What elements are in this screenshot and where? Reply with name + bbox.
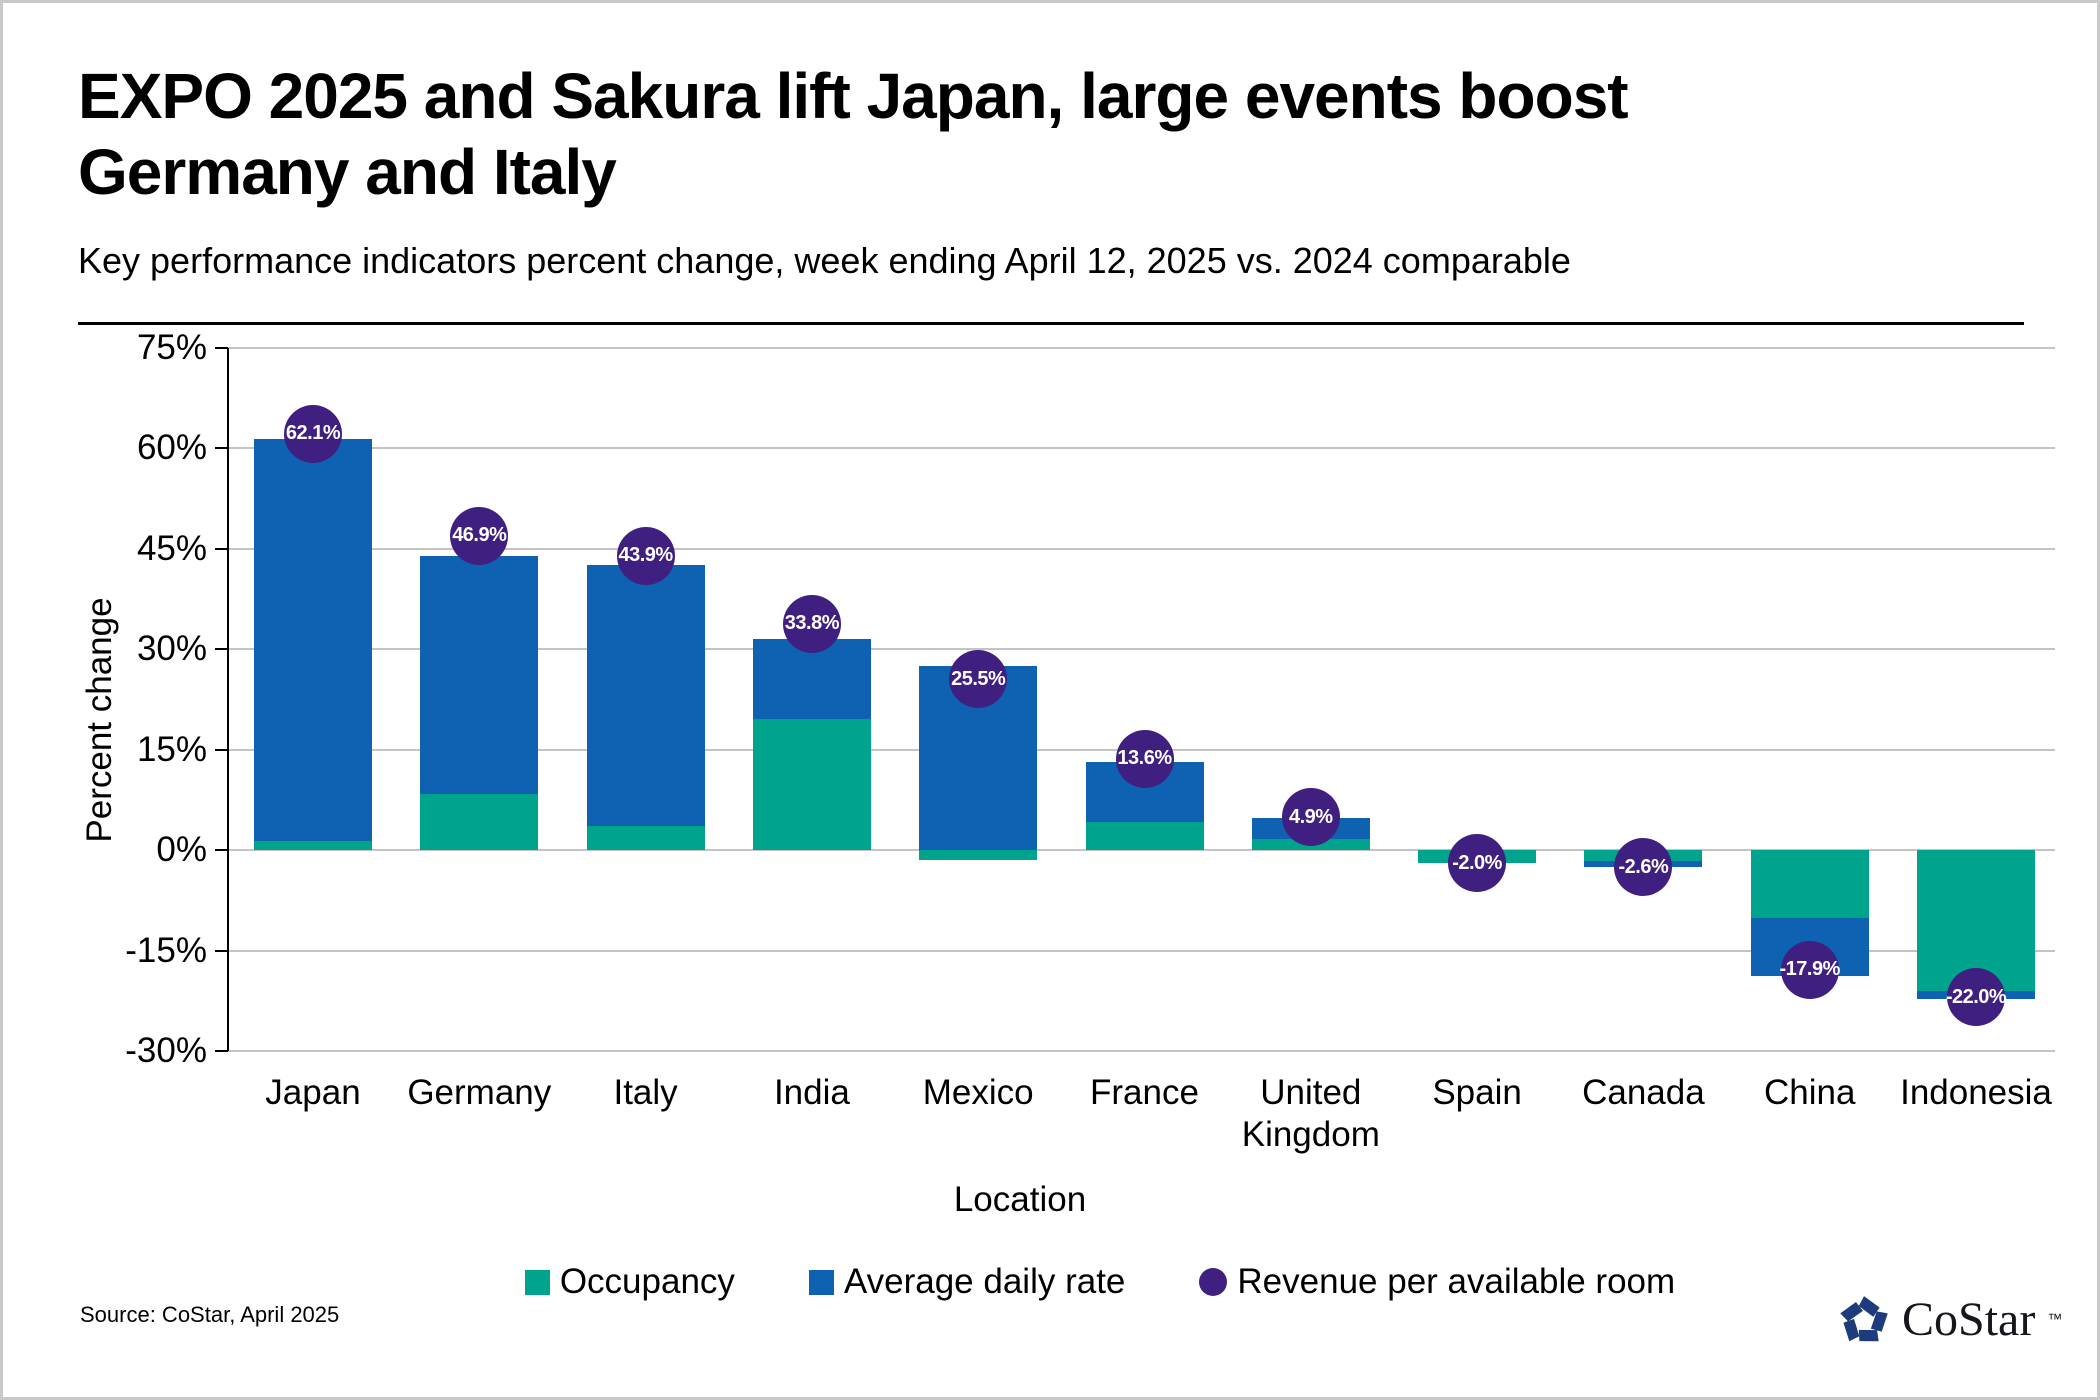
chart-subtitle: Key performance indicators percent chang… (78, 240, 1571, 281)
x-tick-label-india: India (773, 1073, 850, 1112)
page-title: EXPO 2025 and Sakura lift Japan, large e… (78, 58, 1978, 210)
gridline--15 (228, 949, 2055, 952)
chart-legend: Occupancy Average daily rate Revenue per… (0, 1262, 2100, 1302)
x-tick-label-spain: Spain (1432, 1073, 1522, 1112)
bar-segment-occupancy-mexico (919, 850, 1038, 861)
y-tick-label-0: 0% (156, 830, 207, 869)
gridline-45 (228, 547, 2055, 550)
y-tick-label-30: 30% (136, 629, 207, 668)
y-tickmark-45 (215, 547, 228, 550)
bar-segment-occupancy-japan (254, 841, 372, 850)
page-title-line1: EXPO 2025 and Sakura lift Japan, large e… (78, 60, 1629, 132)
page-title-line2: Germany and Italy (78, 136, 617, 208)
y-tick-label-15: 15% (136, 729, 207, 769)
y-tickmark-15 (215, 748, 228, 751)
legend-item-occupancy: Occupancy (524, 1262, 735, 1302)
gridline-60 (228, 447, 2055, 449)
gridline-30 (228, 648, 2055, 650)
revpar-marker-india: 33.8% (782, 594, 841, 653)
bar-segment-occupancy-germany (420, 793, 539, 850)
costar-star-icon (1840, 1295, 1888, 1341)
y-tick-label--15: -15% (125, 930, 207, 970)
x-tick-label-germany: Germany (407, 1073, 552, 1112)
costar-logo-text: CoStar (1902, 1293, 2036, 1346)
revpar-marker-italy: 43.9% (616, 526, 675, 585)
bar-segment-average-daily-rate-germany (420, 555, 539, 794)
gridline-0 (228, 849, 2055, 851)
y-tick-label-60: 60% (136, 428, 207, 467)
costar-logo: CoStar ™ (1838, 1292, 2062, 1347)
gridline--30 (228, 1050, 2055, 1052)
revpar-marker-canada: -2.6% (1614, 838, 1673, 897)
legend-item-revpar: Revenue per available room (1199, 1262, 1675, 1302)
y-tickmark--15 (215, 949, 228, 952)
y-tickmark-60 (215, 447, 228, 449)
x-tick-label-canada: Canada (1582, 1073, 1705, 1112)
revpar-marker-france: 13.6% (1115, 729, 1174, 788)
y-tickmark-75 (215, 346, 228, 349)
revpar-marker-indonesia: -22.0% (1946, 968, 2007, 1027)
gridline-75 (228, 346, 2055, 349)
x-tick-label-france: France (1090, 1073, 1199, 1112)
x-tick-label-china: China (1763, 1073, 1856, 1112)
legend-label-adr: Average daily rate (843, 1262, 1126, 1301)
bar-segment-occupancy-india (752, 718, 871, 850)
x-tick-label-indonesia: Indonesia (1900, 1073, 2052, 1112)
bar-segment-average-daily-rate-japan (254, 439, 372, 842)
revpar-marker-mexico: 25.5% (949, 650, 1008, 709)
y-tick-label-45: 45% (136, 528, 207, 568)
revpar-swatch-icon (1199, 1268, 1228, 1296)
bar-segment-occupancy-indonesia (1917, 850, 2035, 991)
bar-segment-occupancy-italy (586, 825, 705, 850)
revpar-marker-japan: 62.1% (284, 404, 342, 463)
bar-segment-occupancy-france (1085, 821, 1204, 850)
legend-label-revpar: Revenue per available room (1237, 1262, 1676, 1301)
y-tickmark-30 (215, 648, 228, 650)
y-tick-label-75: 75% (136, 327, 207, 367)
x-tick-label-italy: Italy (613, 1073, 678, 1112)
y-tickmark-0 (215, 849, 228, 851)
x-axis-title: Location (953, 1180, 1087, 1219)
costar-logo-tm: ™ (2047, 1311, 2063, 1328)
bar-segment-average-daily-rate-italy (586, 565, 705, 826)
legend-item-adr: Average daily rate (808, 1262, 1126, 1302)
y-axis-line (227, 347, 229, 1051)
y-tickmark--30 (215, 1050, 228, 1052)
legend-label-occupancy: Occupancy (559, 1262, 735, 1301)
adr-swatch-icon (808, 1269, 834, 1295)
y-tick-label--30: -30% (125, 1031, 207, 1070)
x-tick-label-mexico: Mexico (922, 1073, 1034, 1112)
divider-rule (78, 322, 2024, 325)
revpar-marker-spain: -2.0% (1448, 834, 1507, 893)
x-tick-label-united-kingdom: United Kingdom (1241, 1073, 1380, 1154)
source-note: Source: CoStar, April 2025 (80, 1302, 340, 1327)
occupancy-swatch-icon (524, 1269, 550, 1295)
bar-segment-occupancy-china (1750, 850, 1869, 918)
revpar-marker-united-kingdom: 4.9% (1281, 788, 1340, 847)
x-tick-label-japan: Japan (265, 1073, 361, 1112)
revpar-marker-germany: 46.9% (450, 506, 509, 565)
revpar-marker-china: -17.9% (1780, 940, 1840, 999)
